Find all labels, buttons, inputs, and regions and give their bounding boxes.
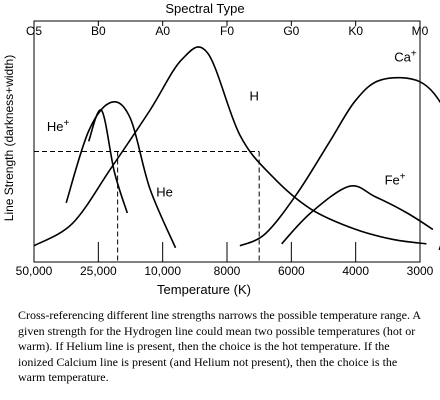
series-curves [33,46,440,251]
temperature-tick-label: 6000 [278,264,305,278]
temperature-tick-label: 25,000 [80,264,117,278]
series-fe-ion-line [281,184,434,245]
spectral-type-tick-label: A0 [155,24,170,38]
temperature-tick-label: 50,000 [16,264,53,278]
spectral-type-ticks: O5 B0 A0 F0 G0 K0 M0 [26,21,429,38]
spectral-line-chart: O5 B0 A0 F0 G0 K0 M0 50,000 25,000 10,000 8000 600… [2,1,440,297]
series-he-label: He [156,185,173,200]
spectral-type-tick-label: K0 [348,24,363,38]
spectral-type-axis-title: Spectral Type [165,1,244,16]
temperature-tick-label: 10,000 [144,264,181,278]
series-h-label: H [250,88,259,103]
temperature-axis-title: Temperature (K) [157,282,251,297]
spectral-type-tick-label: M0 [412,24,429,38]
reference-lines [34,151,260,262]
temperature-ticks: 50,000 25,000 10,000 8000 6000 4000 3000 [16,242,434,278]
series-h-line [33,46,427,247]
line-strength-axis-title: Line Strength (darkness+width) [2,55,16,221]
temperature-tick-label: 4000 [342,264,369,278]
plot-frame [33,20,421,263]
series-ca-ion-line [239,76,440,247]
series-he-ion-line [87,109,129,214]
spectral-type-tick-label: F0 [220,24,234,38]
spectral-type-tick-label: G0 [283,24,299,38]
temperature-tick-label: 3000 [407,264,434,278]
series-he-line [65,101,177,249]
spectral-type-tick-label: B0 [91,24,106,38]
chart-caption: Cross-referencing different line strengt… [18,308,421,384]
spectral-type-tick-label: O5 [26,24,42,38]
temperature-tick-label: 8000 [214,264,241,278]
